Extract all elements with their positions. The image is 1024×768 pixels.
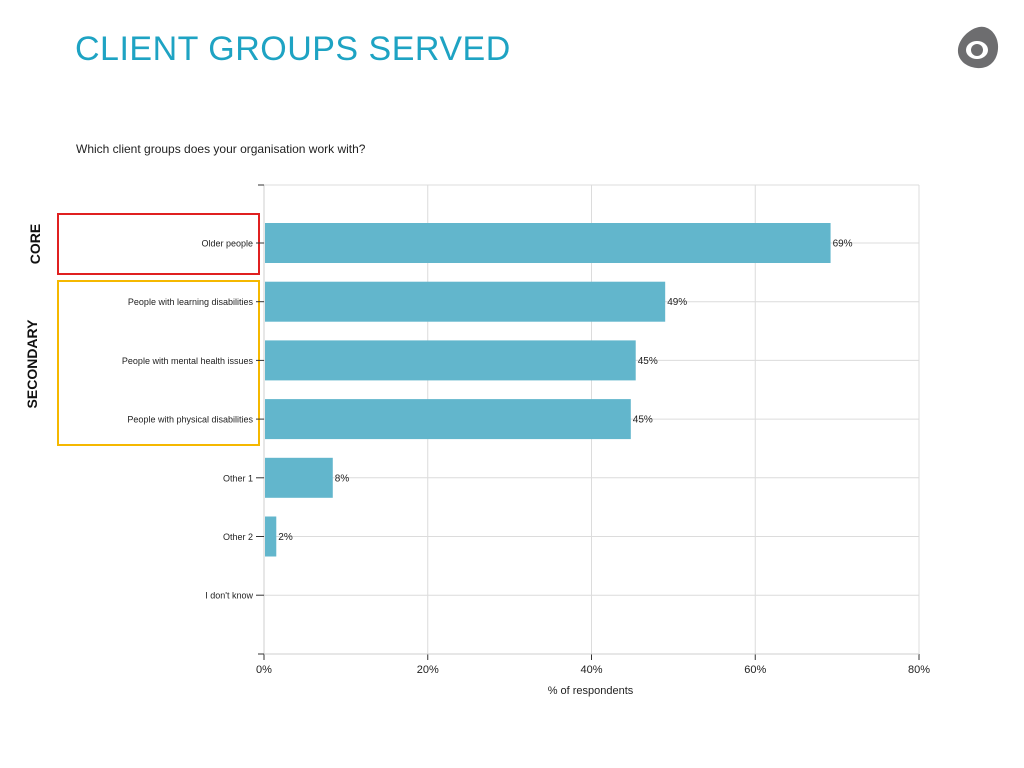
bar: [265, 399, 631, 440]
y-tick-label: I don't know: [205, 591, 253, 601]
y-tick-label: Other 1: [223, 473, 253, 483]
y-tick-label: Older people: [201, 239, 253, 249]
secondary-group-box: [57, 280, 260, 446]
y-tick-label: Other 2: [223, 532, 253, 542]
y-tick-label: People with mental health issues: [122, 356, 254, 366]
x-tick-label: 80%: [908, 664, 930, 676]
circle-eye-logo: [957, 26, 999, 69]
x-tick-label: 60%: [744, 664, 766, 676]
data-label: 45%: [638, 356, 658, 367]
x-axis-title: % of respondents: [548, 685, 634, 697]
y-tick-label: People with physical disabilities: [127, 415, 253, 425]
bar: [265, 223, 831, 263]
y-tick-label: People with learning disabilities: [128, 297, 254, 307]
x-tick-label: 0%: [256, 664, 272, 676]
page-title: CLIENT GROUPS SERVED: [75, 30, 511, 68]
chart-question: Which client groups does your organisati…: [76, 142, 366, 156]
data-label: 8%: [335, 473, 350, 484]
data-label: 69%: [833, 239, 853, 250]
data-label: 49%: [667, 297, 687, 308]
x-tick-label: 40%: [580, 664, 602, 676]
data-label: 45%: [633, 415, 653, 426]
bar: [265, 516, 277, 557]
bar: [265, 281, 666, 322]
core-group-box: [57, 213, 260, 275]
x-tick-label: 20%: [417, 664, 439, 676]
data-label: 2%: [278, 532, 293, 543]
bar: [265, 457, 333, 498]
bar: [265, 340, 636, 381]
